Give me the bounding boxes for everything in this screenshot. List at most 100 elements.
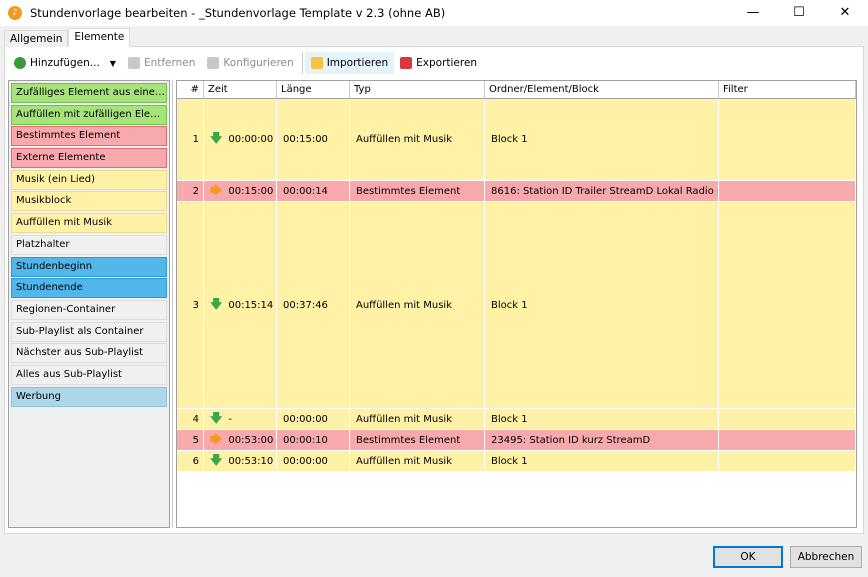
length-text: 00:37:46 xyxy=(283,299,328,311)
column-header[interactable]: # xyxy=(177,81,204,98)
import-label: Importieren xyxy=(326,57,389,69)
splitter[interactable] xyxy=(172,80,173,528)
cell-target: 23495: Station ID kurz StreamD xyxy=(485,430,719,450)
target-text: Block 1 xyxy=(491,413,528,425)
column-header[interactable]: Zeit xyxy=(204,81,277,98)
time-text: 00:15:14 xyxy=(228,299,274,311)
cell-target: Block 1 xyxy=(485,202,719,408)
cell-num: 2 xyxy=(177,181,204,201)
dropdown-arrow-icon[interactable]: ▼ xyxy=(109,58,116,68)
close-button[interactable]: ✕ xyxy=(839,5,851,20)
tab-elemente[interactable]: Elemente xyxy=(68,28,131,47)
target-text: Block 1 xyxy=(491,455,528,467)
cell-num: 1 xyxy=(177,99,204,180)
column-header[interactable]: Filter xyxy=(719,81,856,98)
remove-icon xyxy=(127,57,140,69)
num-text: 5 xyxy=(192,434,199,446)
type-text: Auffüllen mit Musik xyxy=(356,134,452,145)
table-row[interactable]: 4 🡇 - 00:00:00 Auffüllen mit Musik Block 1 xyxy=(177,409,856,430)
type-text: Bestimmtes Element xyxy=(356,185,461,197)
cell-length: 00:00:00 xyxy=(277,409,350,429)
configure-label: Konfigurieren xyxy=(223,57,294,69)
cell-time: 🡆 00:15:00 xyxy=(204,181,277,201)
window-title: Stundenvorlage bearbeiten - _Stundenvorl… xyxy=(30,6,446,20)
cell-filter xyxy=(719,409,856,429)
maximize-button[interactable]: ☐ xyxy=(793,5,805,20)
element-type-item[interactable]: Musik (ein Lied) xyxy=(11,169,167,190)
element-type-item[interactable]: Musikblock xyxy=(11,191,167,212)
folder-icon xyxy=(310,57,323,69)
type-text: Auffüllen mit Musik xyxy=(356,455,452,467)
element-type-item[interactable]: Auffüllen mit Musik xyxy=(11,213,167,234)
cell-target: Block 1 xyxy=(485,409,719,429)
element-type-item[interactable]: Bestimmtes Element xyxy=(11,126,167,147)
element-type-item[interactable]: Sub-Playlist als Container xyxy=(11,321,167,342)
table-header: # Zeit Länge Typ Ordner/Element/Block Filter xyxy=(177,81,856,99)
cell-type: Auffüllen mit Musik xyxy=(350,409,485,429)
cell-length: 00:00:00 xyxy=(277,451,350,471)
cancel-button[interactable]: Abbrechen xyxy=(790,546,862,568)
num-text: 3 xyxy=(192,299,199,311)
time-text: 00:53:00 xyxy=(228,434,274,446)
arrow-down-icon: 🡇 xyxy=(210,410,223,425)
tab-bar: Allgemein Elemente xyxy=(4,28,131,47)
time-text: 00:00:00 xyxy=(228,134,274,145)
element-type-item[interactable]: Stundenende xyxy=(11,278,167,299)
cell-num: 3 xyxy=(177,202,204,408)
export-button[interactable]: Exportieren xyxy=(394,52,483,74)
element-type-item[interactable]: Regionen-Container xyxy=(11,299,167,320)
length-text: 00:00:00 xyxy=(283,413,328,425)
target-text: 23495: Station ID kurz StreamD xyxy=(491,434,651,446)
table-row[interactable]: 2 🡆 00:15:00 00:00:14 Bestimmtes Element 8616… xyxy=(177,181,856,202)
column-header[interactable]: Länge xyxy=(277,81,350,98)
add-button[interactable]: Hinzufügen... ▼ xyxy=(8,52,122,74)
num-text: 6 xyxy=(192,455,199,467)
length-text: 00:00:14 xyxy=(283,185,328,197)
cell-length: 00:15:00 xyxy=(277,99,350,180)
element-type-item[interactable]: Externe Elemente xyxy=(11,148,167,169)
element-type-item[interactable]: Zufälliges Element aus einem be... xyxy=(11,83,167,103)
ok-button[interactable]: OK xyxy=(713,546,783,568)
plus-circle-icon xyxy=(14,57,26,69)
cell-target: Block 1 xyxy=(485,99,719,180)
element-type-item[interactable]: Werbung xyxy=(11,386,167,407)
column-header[interactable]: Typ xyxy=(350,81,485,98)
elements-table: # Zeit Länge Typ Ordner/Element/Block Filter … xyxy=(176,80,857,528)
cell-type: Auffüllen mit Musik xyxy=(350,99,485,180)
arrow-down-icon: 🡇 xyxy=(210,296,223,311)
column-header[interactable]: Ordner/Element/Block xyxy=(485,81,719,98)
configure-button[interactable]: Konfigurieren xyxy=(201,52,299,74)
table-row[interactable]: 6 🡇 00:53:10 00:00:00 Auffüllen mit Musik Blo… xyxy=(177,451,856,472)
table-row[interactable]: 3 🡇 00:15:14 00:37:46 Auffüllen mit Musik Blo… xyxy=(177,202,856,409)
table-row[interactable]: 1 🡇 00:00:00 00:15:00 Auffüllen mit Musik Blo… xyxy=(177,99,856,181)
add-label: Hinzufügen... xyxy=(30,57,100,69)
toolbar: Hinzufügen... ▼ Entfernen Konfigurieren I… xyxy=(8,52,483,74)
element-type-item[interactable]: Auffüllen mit zufälligen Elementen xyxy=(11,104,167,125)
cell-type: Auffüllen mit Musik xyxy=(350,451,485,471)
cell-filter xyxy=(719,181,856,201)
arrow-down-icon: 🡇 xyxy=(210,452,223,467)
arrow-right-icon: 🡆 xyxy=(210,431,223,446)
export-label: Exportieren xyxy=(416,57,478,69)
cell-time: 🡇 00:00:00 xyxy=(204,99,277,180)
element-type-list[interactable]: Zufälliges Element aus einem be...Auffül… xyxy=(8,80,170,528)
element-type-item[interactable]: Alles aus Sub-Playlist xyxy=(11,364,167,385)
cell-filter xyxy=(719,430,856,450)
element-type-item[interactable]: Platzhalter xyxy=(11,234,167,255)
tab-allgemein[interactable]: Allgemein xyxy=(4,30,69,47)
cell-type: Bestimmtes Element xyxy=(350,430,485,450)
app-icon: ♪ xyxy=(8,6,22,20)
element-type-item[interactable]: Nächster aus Sub-Playlist xyxy=(11,343,167,364)
num-text: 1 xyxy=(192,134,199,145)
save-icon xyxy=(400,57,413,69)
cell-type: Bestimmtes Element xyxy=(350,181,485,201)
minimize-button[interactable]: — xyxy=(746,5,760,20)
type-text: Auffüllen mit Musik xyxy=(356,413,452,425)
element-type-item[interactable]: Stundenbeginn xyxy=(11,256,167,277)
cell-target: Block 1 xyxy=(485,451,719,471)
table-row[interactable]: 5 🡆 00:53:00 00:00:10 Bestimmtes Element 2349… xyxy=(177,430,856,451)
remove-button[interactable]: Entfernen xyxy=(122,52,201,74)
import-button[interactable]: Importieren xyxy=(304,52,395,74)
type-text: Auffüllen mit Musik xyxy=(356,299,452,311)
cell-time: 🡆 00:53:00 xyxy=(204,430,277,450)
